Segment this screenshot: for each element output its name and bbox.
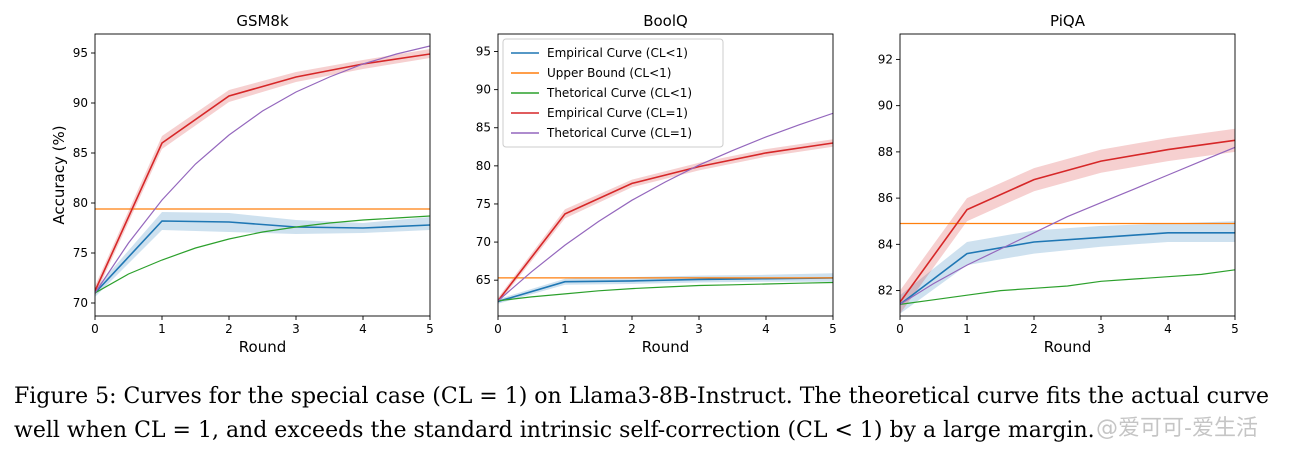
- y-tick-label: 80: [73, 196, 88, 210]
- x-tick-label: 2: [225, 322, 233, 336]
- series-line-empirical-curve-cl-1: [498, 142, 833, 302]
- watermark: @爱可可-爱生活: [1096, 416, 1258, 441]
- series-line-empirical-curve-cl-1: [498, 277, 833, 303]
- x-tick-label: 2: [1030, 322, 1038, 336]
- x-tick-label: 2: [628, 322, 636, 336]
- series-line-empirical-curve-cl-1: [95, 53, 430, 292]
- plot-frame: [899, 33, 1236, 317]
- y-tick-label: 92: [878, 52, 893, 66]
- plot-frame: [497, 33, 834, 317]
- y-tick-label: 75: [73, 246, 88, 260]
- y-tick-label: 65: [476, 273, 491, 287]
- confidence-band-empirical-curve-cl-1: [900, 128, 1235, 314]
- series-line-empirical-curve-cl-1: [900, 232, 1235, 306]
- y-tick-label: 90: [476, 83, 491, 97]
- figure-panels: 0 1 2 3 4 5 70 75 80 85 90 95 GSM8k Round Accuracy (%)…: [50, 12, 1239, 356]
- x-tick-label: 0: [494, 322, 502, 336]
- x-axis-label: Round: [642, 338, 689, 356]
- y-tick-label: 82: [878, 284, 893, 298]
- x-tick-label: 4: [1164, 322, 1172, 336]
- x-tick-label: 3: [1097, 322, 1105, 336]
- y-tick-label: 80: [476, 159, 491, 173]
- y-tick-label: 86: [878, 191, 893, 205]
- y-tick-label: 70: [476, 235, 491, 249]
- y-tick-label: 85: [476, 121, 491, 135]
- series-line-thetorical-curve-cl-1: [900, 269, 1235, 305]
- chart-panel-boolq: 0 1 2 3 4 5 65 70 75 80 85 90 95 BoolQ Round Empirical …: [476, 12, 837, 356]
- chart-panel-gsm8k: 0 1 2 3 4 5 70 75 80 85 90 95 GSM8k Round Accuracy (%): [50, 12, 434, 356]
- plot-frame: [94, 33, 431, 317]
- x-axis-label: Round: [1044, 338, 1091, 356]
- plot-area: [95, 45, 430, 297]
- legend-box: [502, 38, 724, 148]
- series-line-empirical-curve-cl-1: [95, 220, 430, 294]
- confidence-band-empirical-curve-cl-1: [900, 221, 1235, 314]
- plot-area: [900, 128, 1235, 314]
- y-tick-label: 88: [878, 145, 893, 159]
- x-tick-label: 5: [426, 322, 434, 336]
- chart-panel-piqa: 0 1 2 3 4 5 82 84 86 88 90 92 PiQA Round: [878, 12, 1239, 356]
- x-tick-label: 5: [1231, 322, 1239, 336]
- legend-label-empirical-curve-cl-1: Empirical Curve (CL<1): [547, 46, 688, 60]
- y-tick-label: 85: [73, 146, 88, 160]
- x-axis-label: Round: [239, 338, 286, 356]
- legend-label-thetorical-curve-cl-1: Thetorical Curve (CL=1): [546, 126, 692, 140]
- panel-title: BoolQ: [643, 12, 688, 30]
- series-line-thetorical-curve-cl-1: [900, 146, 1235, 305]
- legend-label-empirical-curve-cl-1: Empirical Curve (CL=1): [547, 106, 688, 120]
- x-tick-label: 3: [695, 322, 703, 336]
- series-line-empirical-curve-cl-1: [900, 139, 1235, 303]
- x-tick-label: 4: [762, 322, 770, 336]
- x-tick-label: 3: [292, 322, 300, 336]
- confidence-band-empirical-curve-cl-1: [498, 139, 833, 304]
- x-tick-label: 0: [896, 322, 904, 336]
- y-tick-label: 70: [73, 296, 88, 310]
- series-line-thetorical-curve-cl-1: [498, 281, 833, 302]
- figure-caption: Figure 5: Curves for the special case (C…: [14, 384, 1270, 443]
- y-axis-label: Accuracy (%): [50, 125, 68, 224]
- series-line-thetorical-curve-cl-1: [95, 45, 430, 294]
- series-line-thetorical-curve-cl-1: [95, 215, 430, 294]
- y-tick-label: 84: [878, 237, 893, 251]
- confidence-band-empirical-curve-cl-1: [95, 212, 430, 297]
- legend: Empirical Curve (CL<1) Upper Bound (CL<1)…: [502, 38, 724, 148]
- plot-area: [498, 112, 833, 304]
- panel-title: GSM8k: [236, 12, 289, 30]
- x-tick-label: 0: [91, 322, 99, 336]
- x-tick-label: 1: [963, 322, 971, 336]
- x-tick-label: 1: [158, 322, 166, 336]
- x-tick-label: 4: [359, 322, 367, 336]
- y-tick-label: 75: [476, 197, 491, 211]
- y-tick-label: 95: [73, 46, 88, 60]
- y-tick-label: 90: [73, 96, 88, 110]
- panel-title: PiQA: [1050, 12, 1086, 30]
- x-tick-label: 5: [829, 322, 837, 336]
- legend-label-upper-bound-cl-1: Upper Bound (CL<1): [547, 66, 671, 80]
- series-line-thetorical-curve-cl-1: [498, 112, 833, 302]
- y-tick-label: 95: [476, 45, 491, 59]
- y-tick-label: 90: [878, 99, 893, 113]
- legend-label-thetorical-curve-cl-1: Thetorical Curve (CL<1): [546, 86, 692, 100]
- x-tick-label: 1: [561, 322, 569, 336]
